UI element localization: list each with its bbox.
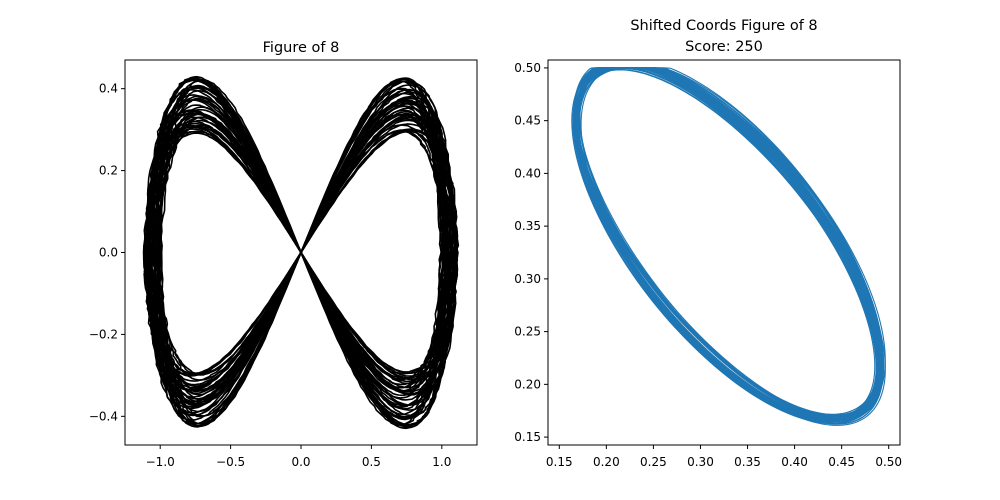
series-line [578, 67, 877, 419]
x-tick-label: 0.40 [781, 455, 808, 469]
series-line [575, 67, 880, 416]
x-tick-label: 0.20 [593, 455, 620, 469]
y-tick-label: 0.40 [514, 166, 541, 180]
x-tick-label: 0.50 [875, 455, 902, 469]
chart-figure-of-8: Figure of 8 −1.0 −0.5 0.0 0.5 1.0 −0.4 −0.2 0.… [89, 40, 478, 469]
y-tick-label: 0.4 [99, 82, 118, 96]
x-tick-label: 0.0 [291, 455, 310, 469]
y-tick-label: 0.2 [99, 164, 118, 178]
chart-shifted-coords: Shifted Coords Figure of 8 Score: 250 0.… [514, 18, 902, 469]
x-tick-label: 1.0 [432, 455, 451, 469]
x-tick-label: 0.5 [362, 455, 381, 469]
series-line [575, 67, 886, 426]
x-tick-label: 0.15 [546, 455, 573, 469]
x-tick-label: −0.5 [216, 455, 245, 469]
y-tick-label: 0.0 [99, 246, 118, 260]
x-tick-label: −1.0 [146, 455, 175, 469]
y-tick-label: −0.4 [89, 409, 118, 423]
series-line [575, 67, 883, 420]
y-tick-label: 0.50 [514, 61, 541, 75]
chart-title: Figure of 8 [263, 40, 340, 56]
y-tick-label: 0.20 [514, 377, 541, 391]
y-tick-label: 0.25 [514, 325, 541, 339]
plot-area [571, 67, 886, 426]
x-tick-label: 0.45 [828, 455, 855, 469]
series-line [154, 78, 448, 427]
plot-area [142, 75, 460, 430]
chart-title: Shifted Coords Figure of 8 [630, 18, 817, 34]
x-axis: 0.15 0.20 0.25 0.30 0.35 0.40 0.45 0.50 [546, 445, 902, 469]
series-line [572, 67, 884, 423]
series-line [575, 67, 884, 425]
x-axis: −1.0 −0.5 0.0 0.5 1.0 [146, 445, 451, 469]
x-tick-label: 0.30 [687, 455, 714, 469]
y-tick-label: 0.35 [514, 219, 541, 233]
y-tick-label: 0.30 [514, 272, 541, 286]
y-tick-label: −0.2 [89, 327, 118, 341]
y-tick-label: 0.45 [514, 114, 541, 128]
chart-subtitle: Score: 250 [685, 39, 763, 55]
y-axis: −0.4 −0.2 0.0 0.2 0.4 [89, 82, 125, 423]
series-line [575, 67, 881, 421]
axes-frame [547, 59, 901, 446]
y-tick-label: 0.15 [514, 430, 541, 444]
x-tick-label: 0.25 [640, 455, 667, 469]
y-axis: 0.15 0.20 0.25 0.30 0.35 0.40 0.45 0.50 [514, 61, 548, 444]
x-tick-label: 0.35 [734, 455, 761, 469]
